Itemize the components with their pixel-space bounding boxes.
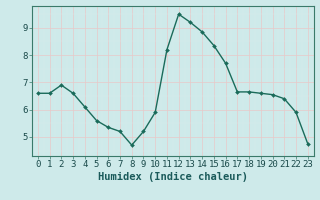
X-axis label: Humidex (Indice chaleur): Humidex (Indice chaleur) [98,172,248,182]
